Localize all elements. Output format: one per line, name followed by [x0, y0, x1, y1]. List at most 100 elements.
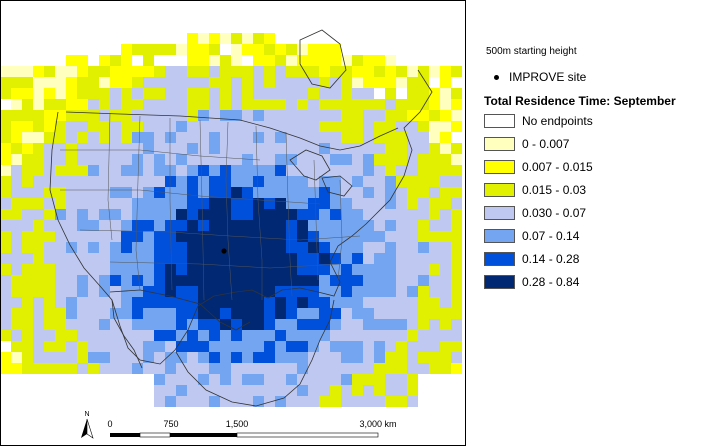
raster-cell: [264, 330, 275, 341]
raster-cell: [99, 66, 110, 77]
raster-cell: [374, 341, 385, 352]
raster-cell: [330, 110, 341, 121]
raster-cell: [352, 297, 363, 308]
raster-cell: [110, 363, 121, 374]
raster-cell: [363, 132, 374, 143]
raster-cell: [11, 286, 22, 297]
raster-cell: [374, 154, 385, 165]
raster-cell: [209, 121, 220, 132]
raster-cell: [451, 242, 462, 253]
raster-cell: [308, 341, 319, 352]
raster-cell: [451, 231, 462, 242]
raster-cell: [22, 165, 33, 176]
raster-cell: [242, 121, 253, 132]
raster-cell: [352, 132, 363, 143]
raster-cell: [440, 220, 451, 231]
raster-cell: [66, 330, 77, 341]
raster-cell: [275, 110, 286, 121]
raster-cell: [385, 187, 396, 198]
raster-cell: [66, 275, 77, 286]
raster-cell: [242, 198, 253, 209]
raster-cell: [363, 88, 374, 99]
raster-cell: [385, 319, 396, 330]
raster-cell: [176, 187, 187, 198]
raster-cell: [385, 55, 396, 66]
raster-cell: [187, 275, 198, 286]
raster-cell: [187, 231, 198, 242]
raster-cell: [330, 132, 341, 143]
raster-cell: [418, 209, 429, 220]
raster-cell: [297, 363, 308, 374]
raster-cell: [99, 253, 110, 264]
raster-cell: [231, 154, 242, 165]
raster-cell: [396, 209, 407, 220]
raster-cell: [407, 297, 418, 308]
raster-cell: [198, 143, 209, 154]
raster-cell: [396, 154, 407, 165]
raster-cell: [264, 363, 275, 374]
raster-cell: [33, 253, 44, 264]
raster-cell: [55, 231, 66, 242]
raster-cell: [286, 253, 297, 264]
raster-cell: [11, 352, 22, 363]
raster-cell: [385, 143, 396, 154]
raster-cell: [22, 143, 33, 154]
raster-cell: [418, 352, 429, 363]
raster-cell: [297, 242, 308, 253]
raster-cell: [253, 187, 264, 198]
raster-cell: [407, 187, 418, 198]
raster-cell: [363, 55, 374, 66]
raster-cell: [385, 286, 396, 297]
raster-cell: [297, 308, 308, 319]
raster-cell: [231, 132, 242, 143]
raster-cell: [176, 330, 187, 341]
raster-cell: [110, 330, 121, 341]
raster-cell: [220, 286, 231, 297]
raster-cell: [198, 55, 209, 66]
raster-cell: [297, 297, 308, 308]
raster-cell: [22, 99, 33, 110]
raster-cell: [341, 363, 352, 374]
raster-cell: [154, 319, 165, 330]
raster-cell: [0, 209, 11, 220]
raster-cell: [33, 330, 44, 341]
raster-cell: [297, 55, 308, 66]
raster-cell: [88, 341, 99, 352]
raster-cell: [407, 242, 418, 253]
raster-cell: [198, 385, 209, 396]
raster-cell: [220, 363, 231, 374]
raster-cell: [297, 275, 308, 286]
raster-cell: [143, 132, 154, 143]
raster-cell: [22, 66, 33, 77]
raster-cell: [264, 264, 275, 275]
raster-cell: [374, 352, 385, 363]
raster-cell: [176, 88, 187, 99]
raster-cell: [286, 165, 297, 176]
raster-cell: [242, 319, 253, 330]
raster-cell: [55, 330, 66, 341]
raster-cell: [407, 198, 418, 209]
raster-cell: [286, 209, 297, 220]
raster-cell: [99, 143, 110, 154]
raster-cell: [55, 363, 66, 374]
raster-cell: [121, 209, 132, 220]
raster-cell: [352, 110, 363, 121]
raster-cell: [352, 66, 363, 77]
raster-cell: [242, 176, 253, 187]
raster-cell: [220, 198, 231, 209]
raster-cell: [22, 363, 33, 374]
raster-cell: [66, 110, 77, 121]
raster-cell: [220, 99, 231, 110]
raster-cell: [308, 143, 319, 154]
raster-cell: [253, 198, 264, 209]
raster-cell: [308, 330, 319, 341]
raster-cell: [110, 121, 121, 132]
raster-cell: [352, 231, 363, 242]
raster-cell: [209, 55, 220, 66]
raster-cell: [110, 198, 121, 209]
raster-cell: [341, 297, 352, 308]
raster-cell: [22, 352, 33, 363]
raster-cell: [198, 198, 209, 209]
raster-cell: [319, 231, 330, 242]
raster-cell: [440, 66, 451, 77]
